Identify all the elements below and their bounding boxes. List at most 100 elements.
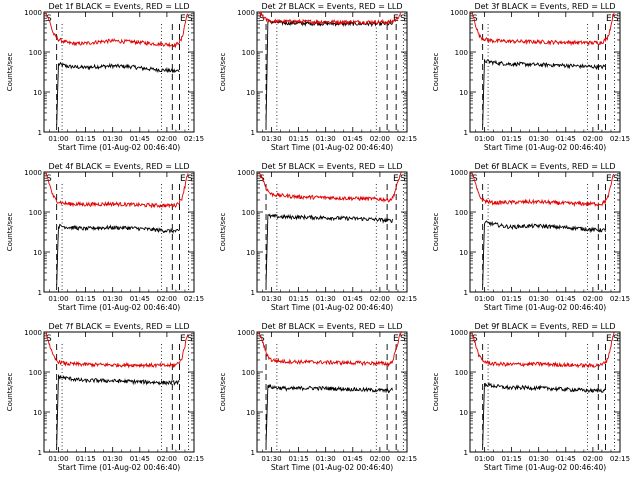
x-tick-label: 02:00 <box>583 455 603 463</box>
x-tick-label: 01:15 <box>288 135 308 143</box>
y-axis-label: Counts/sec <box>219 373 227 412</box>
y-axis-label: Counts/sec <box>432 213 440 252</box>
x-tick-label: 01:30 <box>103 295 123 303</box>
x-tick-label: 01:15 <box>75 455 95 463</box>
y-tick-label: 1000 <box>24 329 42 337</box>
y-tick-label: 100 <box>29 49 42 57</box>
y-tick-label: 100 <box>455 209 468 217</box>
y-tick-label: 1000 <box>237 9 255 17</box>
chart-title: Det 1f BLACK = Events, RED = LLD <box>48 2 189 11</box>
x-tick-label: 01:30 <box>261 135 281 143</box>
chart-title: Det 8f BLACK = Events, RED = LLD <box>261 322 402 331</box>
y-tick-label: 1 <box>251 289 255 297</box>
y-tick-label: 1 <box>38 449 42 457</box>
chart-panel: Det 6f BLACK = Events, RED = LLD 1 10 100 10… <box>432 162 630 312</box>
chart-title: Det 4f BLACK = Events, RED = LLD <box>48 162 189 171</box>
x-axis-label: Start Time (01-Aug-02 00:46:40) <box>58 303 180 312</box>
x-axis-label: Start Time (01-Aug-02 00:46:40) <box>271 143 393 152</box>
segment-marker-label: S <box>400 334 406 344</box>
lld-series-line <box>258 171 402 203</box>
x-tick-label: 02:15 <box>184 135 204 143</box>
segment-marker-label: E <box>180 334 186 344</box>
x-tick-label: 01:00 <box>48 455 68 463</box>
x-tick-label: 02:15 <box>397 135 417 143</box>
y-tick-label: 100 <box>242 209 255 217</box>
x-tick-label: 02:15 <box>610 455 630 463</box>
y-axis-label: Counts/sec <box>432 53 440 92</box>
y-axis-label: Counts/sec <box>6 373 14 412</box>
y-tick-label: 1 <box>251 129 255 137</box>
y-tick-label: 1000 <box>450 169 468 177</box>
x-axis-label: Start Time (01-Aug-02 00:46:40) <box>271 303 393 312</box>
x-tick-label: 01:30 <box>103 455 123 463</box>
y-axis-label: Counts/sec <box>432 373 440 412</box>
segment-marker-label: S <box>400 14 406 24</box>
x-tick-label: 01:45 <box>556 455 576 463</box>
segment-marker-label: S <box>613 334 619 344</box>
x-tick-label: 01:30 <box>316 455 336 463</box>
x-tick-label: 02:00 <box>370 295 390 303</box>
x-axis-label: Start Time (01-Aug-02 00:46:40) <box>58 143 180 152</box>
y-tick-label: 10 <box>459 249 468 257</box>
events-series-line <box>56 223 180 286</box>
x-tick-label: 01:00 <box>48 295 68 303</box>
plot-frame <box>256 331 408 453</box>
x-tick-label: 01:45 <box>343 295 363 303</box>
segment-marker-label: S <box>259 174 265 184</box>
x-tick-label: 01:30 <box>529 455 549 463</box>
plot-frame <box>469 171 621 293</box>
x-tick-label: 01:30 <box>316 295 336 303</box>
y-axis-label: Counts/sec <box>6 53 14 92</box>
lld-series-line <box>45 331 189 369</box>
x-tick-label: 01:15 <box>501 455 521 463</box>
lld-series-line <box>471 331 615 369</box>
chart-title: Det 9f BLACK = Events, RED = LLD <box>474 322 615 331</box>
y-axis-label: Counts/sec <box>219 213 227 252</box>
lld-series-line <box>258 330 402 368</box>
x-tick-label: 02:15 <box>184 455 204 463</box>
events-series-line <box>265 18 393 126</box>
segment-marker-label: S <box>187 14 193 24</box>
x-tick-label: 01:15 <box>288 455 308 463</box>
x-tick-label: 01:30 <box>103 135 123 143</box>
plot-frame <box>43 11 195 133</box>
y-tick-label: 10 <box>246 89 255 97</box>
y-tick-label: 1 <box>464 129 468 137</box>
x-tick-label: 01:15 <box>501 295 521 303</box>
y-tick-label: 10 <box>246 409 255 417</box>
x-tick-label: 01:45 <box>130 295 150 303</box>
x-tick-label: 01:45 <box>343 455 363 463</box>
y-axis-label: Counts/sec <box>6 213 14 252</box>
segment-marker-label: S <box>472 174 478 184</box>
lld-series-line <box>45 11 189 49</box>
chart-panel: Det 8f BLACK = Events, RED = LLD 1 10 100 10… <box>219 322 417 472</box>
segment-marker-label: E <box>393 174 399 184</box>
events-series-line <box>265 213 393 286</box>
x-tick-label: 02:15 <box>610 135 630 143</box>
y-tick-label: 1000 <box>24 9 42 17</box>
segment-marker-label: S <box>46 174 52 184</box>
segment-marker-label: S <box>472 334 478 344</box>
chart-title: Det 5f BLACK = Events, RED = LLD <box>261 162 402 171</box>
lld-series-line <box>258 11 402 26</box>
y-tick-label: 10 <box>33 249 42 257</box>
events-series-line <box>56 61 180 126</box>
segment-marker-label: S <box>187 334 193 344</box>
chart-panel: Det 9f BLACK = Events, RED = LLD 1 10 100 10… <box>432 322 630 472</box>
y-tick-label: 100 <box>242 49 255 57</box>
plot-frame <box>469 11 621 133</box>
x-tick-label: 02:00 <box>370 135 390 143</box>
segment-marker-label: E <box>180 174 186 184</box>
events-series-line <box>265 383 393 446</box>
y-axis-label: Counts/sec <box>219 53 227 92</box>
y-tick-label: 100 <box>455 369 468 377</box>
y-tick-label: 10 <box>246 249 255 257</box>
x-tick-label: 02:00 <box>583 135 603 143</box>
x-tick-label: 01:00 <box>474 135 494 143</box>
x-tick-label: 02:15 <box>397 295 417 303</box>
x-tick-label: 02:15 <box>397 455 417 463</box>
y-tick-label: 100 <box>29 369 42 377</box>
chart-title: Det 7f BLACK = Events, RED = LLD <box>48 322 189 331</box>
x-tick-label: 02:00 <box>157 455 177 463</box>
